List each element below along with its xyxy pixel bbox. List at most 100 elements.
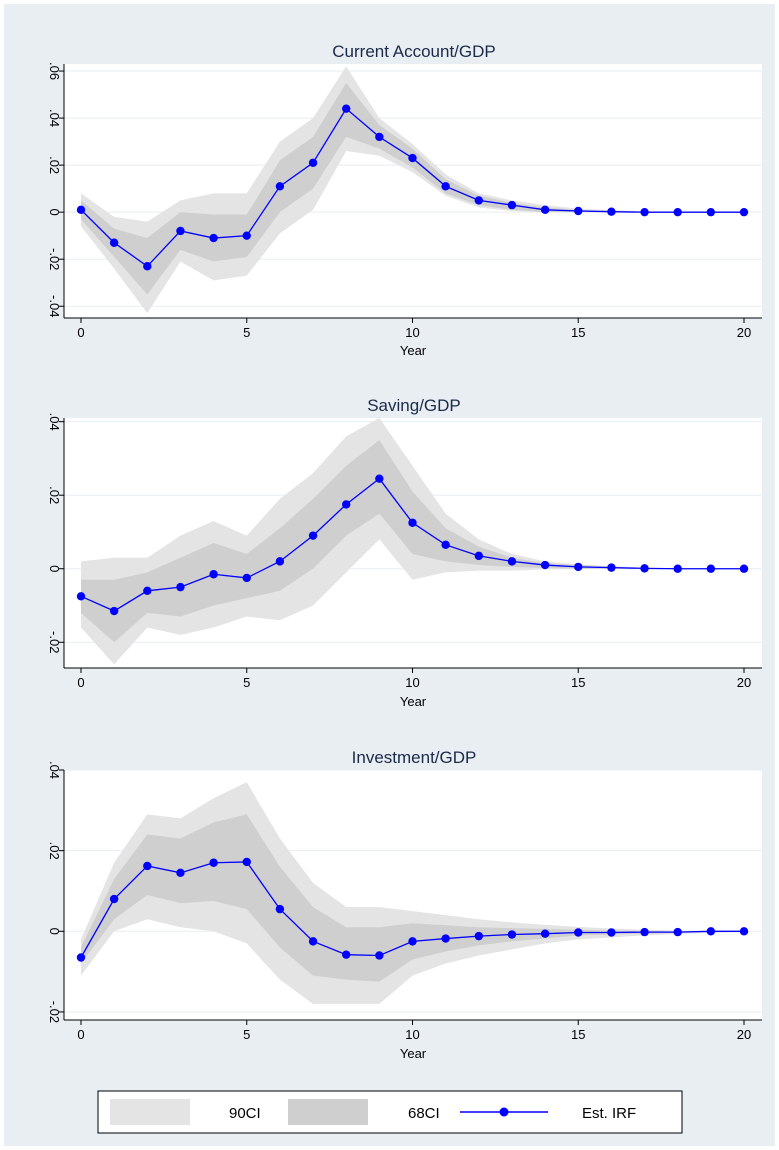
panel-2-title: Saving/GDP bbox=[367, 396, 461, 415]
panel-investment: -.02 0 .02 .04 0 5 10 15 20 bbox=[47, 761, 762, 1042]
panel-3-title: Investment/GDP bbox=[352, 748, 477, 767]
irf-point bbox=[441, 182, 450, 191]
y-tick-label: 0 bbox=[47, 565, 62, 572]
irf-point bbox=[739, 207, 749, 217]
irf-point bbox=[275, 182, 285, 191]
irf-point bbox=[574, 928, 583, 937]
irf-point bbox=[640, 927, 649, 937]
panel-3-xlabel: Year bbox=[400, 1046, 427, 1061]
y-tick-label: -.02 bbox=[47, 631, 62, 653]
irf-point bbox=[706, 207, 716, 217]
legend-marker-irf bbox=[499, 1107, 509, 1117]
irf-point bbox=[242, 573, 251, 583]
x-tick-label: 5 bbox=[243, 675, 250, 690]
irf-point bbox=[441, 540, 450, 550]
x-tick-label: 0 bbox=[77, 1027, 84, 1042]
irf-point bbox=[209, 858, 218, 867]
irf-point bbox=[574, 206, 583, 216]
irf-point bbox=[607, 563, 616, 572]
irf-point bbox=[408, 518, 417, 527]
panel-current-account: -.04 -.02 0 .02 .04 .06 0 5 10 15 20 bbox=[47, 62, 762, 340]
ci68-band bbox=[81, 440, 744, 643]
irf-point bbox=[308, 158, 318, 167]
legend-swatch-90ci bbox=[110, 1099, 190, 1125]
irf-point bbox=[375, 132, 384, 142]
irf-point bbox=[540, 929, 550, 938]
x-tick-label: 15 bbox=[571, 325, 585, 340]
irf-point bbox=[540, 205, 550, 215]
ci68-band bbox=[81, 82, 744, 295]
y-tick-label: 0 bbox=[47, 209, 62, 216]
panel-1-title: Current Account/GDP bbox=[332, 42, 495, 61]
x-tick-label: 20 bbox=[737, 325, 751, 340]
irf-point bbox=[176, 582, 185, 592]
x-tick-label: 0 bbox=[77, 675, 84, 690]
irf-point bbox=[375, 951, 384, 960]
irf-point bbox=[109, 238, 119, 247]
y-tick-label: -.04 bbox=[47, 295, 62, 317]
irf-point bbox=[242, 231, 251, 240]
x-tick-label: 0 bbox=[77, 325, 84, 340]
irf-point bbox=[673, 927, 682, 937]
y-tick-label: .06 bbox=[47, 62, 62, 80]
irf-point bbox=[342, 500, 351, 509]
irf-point bbox=[209, 233, 218, 243]
irf-point bbox=[143, 262, 152, 271]
y-tick-label: .04 bbox=[47, 413, 62, 431]
x-tick-label: 5 bbox=[243, 325, 250, 340]
irf-point bbox=[342, 104, 351, 113]
irf-point bbox=[275, 557, 285, 566]
irf-point bbox=[607, 207, 616, 216]
irf-point bbox=[706, 564, 716, 573]
irf-point bbox=[375, 474, 384, 483]
panel-1-xlabel: Year bbox=[400, 343, 427, 358]
irf-point bbox=[109, 606, 119, 616]
irf-point bbox=[176, 226, 185, 236]
panel-saving: -.02 0 .02 .04 0 5 10 15 20 bbox=[47, 413, 762, 690]
irf-point bbox=[109, 894, 119, 904]
legend-box bbox=[97, 1090, 683, 1134]
irf-point bbox=[176, 868, 185, 878]
legend-label-irf: Est. IRF bbox=[582, 1105, 636, 1122]
irf-point bbox=[640, 207, 649, 217]
irf-point bbox=[607, 928, 616, 937]
legend-label-90ci: 90CI bbox=[229, 1105, 261, 1122]
irf-point bbox=[474, 931, 483, 941]
irf-point bbox=[242, 857, 251, 867]
legend-swatch-68ci bbox=[288, 1099, 368, 1125]
irf-point bbox=[76, 205, 86, 215]
irf-point bbox=[308, 531, 318, 540]
irf-point bbox=[143, 586, 152, 595]
irf-point bbox=[474, 551, 483, 561]
y-tick-label: -.02 bbox=[47, 1001, 62, 1023]
ci68-band bbox=[81, 814, 744, 982]
x-tick-label: 10 bbox=[405, 325, 419, 340]
irf-point bbox=[673, 207, 682, 217]
irf-point bbox=[275, 904, 285, 914]
x-tick-label: 15 bbox=[571, 675, 585, 690]
y-tick-label: .02 bbox=[47, 156, 62, 174]
irf-point bbox=[143, 861, 152, 871]
irf-point bbox=[507, 557, 517, 566]
x-tick-label: 10 bbox=[405, 675, 419, 690]
y-tick-label: .02 bbox=[47, 842, 62, 860]
x-tick-label: 20 bbox=[737, 1027, 751, 1042]
irf-point bbox=[342, 950, 351, 959]
y-tick-label: .04 bbox=[47, 761, 62, 779]
legend-label-68ci: 68CI bbox=[408, 1105, 440, 1122]
x-tick-label: 5 bbox=[243, 1027, 250, 1042]
irf-point bbox=[209, 570, 218, 579]
y-tick-label: .02 bbox=[47, 486, 62, 504]
x-tick-label: 20 bbox=[737, 675, 751, 690]
panel-2-xlabel: Year bbox=[400, 694, 427, 709]
irf-point bbox=[507, 930, 517, 939]
irf-point bbox=[308, 937, 318, 946]
irf-point bbox=[540, 560, 550, 570]
irf-point bbox=[408, 937, 417, 946]
irf-point bbox=[76, 953, 86, 962]
x-tick-label: 15 bbox=[571, 1027, 585, 1042]
irf-point bbox=[574, 562, 583, 572]
irf-point bbox=[739, 927, 749, 936]
irf-point bbox=[408, 153, 417, 163]
irf-point bbox=[739, 564, 749, 573]
